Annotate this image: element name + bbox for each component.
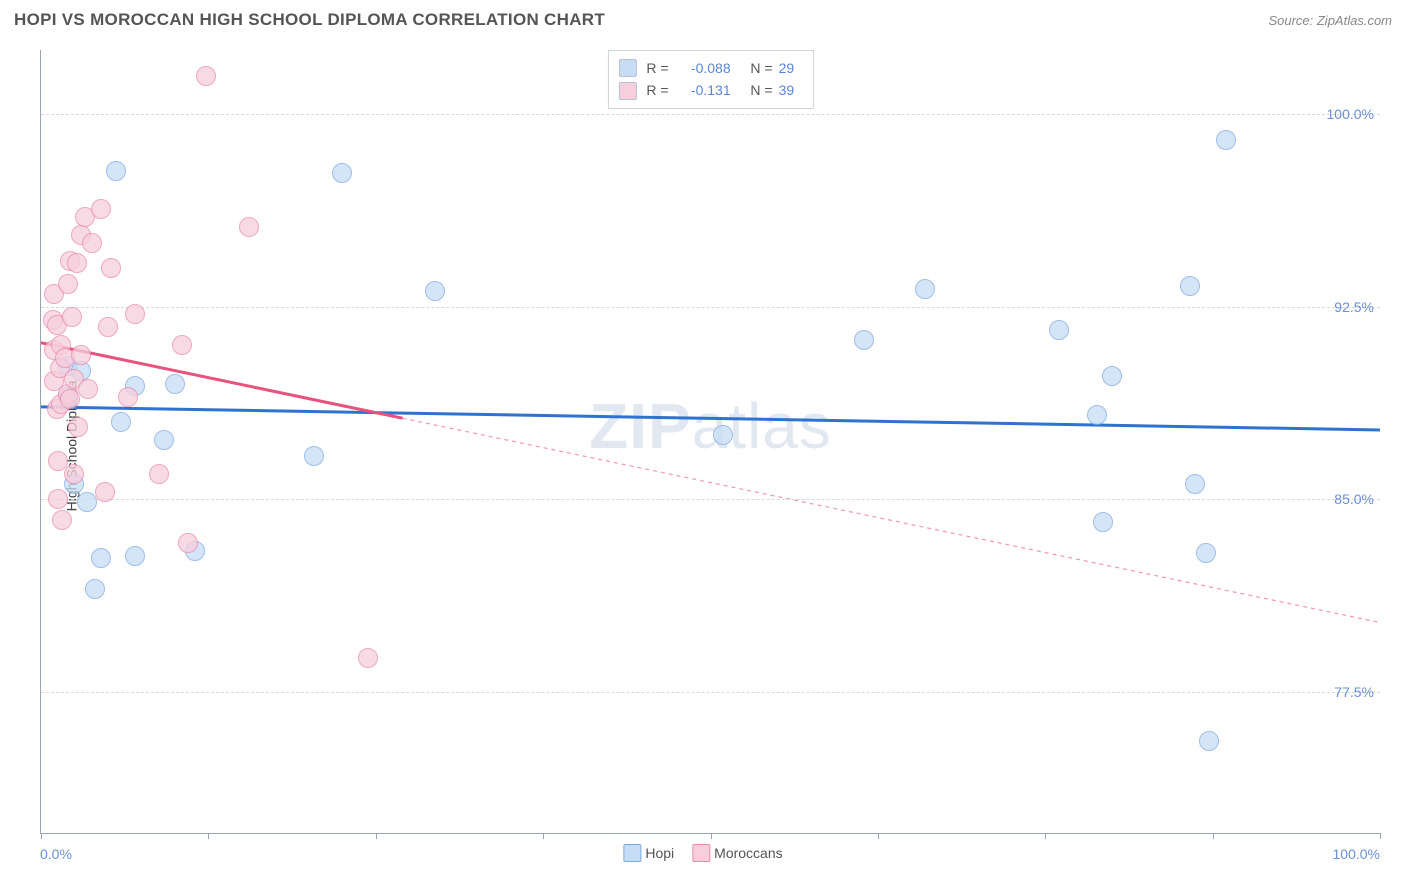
scatter-point: [48, 489, 68, 509]
scatter-point: [68, 417, 88, 437]
scatter-point: [58, 274, 78, 294]
scatter-point: [172, 335, 192, 355]
scatter-point: [1196, 543, 1216, 563]
scatter-point: [106, 161, 126, 181]
scatter-point: [358, 648, 378, 668]
scatter-point: [95, 482, 115, 502]
scatter-point: [1087, 405, 1107, 425]
series-legend: Hopi Moroccans: [623, 844, 782, 862]
y-tick-label: 85.0%: [1334, 491, 1374, 507]
scatter-point: [78, 379, 98, 399]
x-tick: [711, 833, 712, 839]
source-label: Source: ZipAtlas.com: [1268, 13, 1392, 28]
watermark: ZIPatlas: [589, 389, 832, 463]
grid-line: [41, 692, 1380, 693]
scatter-point: [52, 510, 72, 530]
legend-swatch: [618, 59, 636, 77]
scatter-point: [125, 546, 145, 566]
n-value: 29: [779, 57, 803, 79]
y-tick-label: 92.5%: [1334, 299, 1374, 315]
scatter-point: [125, 304, 145, 324]
plot-area: ZIPatlas R =-0.088 N =29R =-0.131 N =39 …: [40, 50, 1380, 834]
scatter-point: [82, 233, 102, 253]
n-label: N =: [750, 57, 772, 79]
scatter-point: [85, 579, 105, 599]
scatter-point: [154, 430, 174, 450]
scatter-point: [91, 199, 111, 219]
x-tick: [543, 833, 544, 839]
stats-legend-row: R = -0.088 N = 29: [618, 57, 802, 79]
scatter-point: [1199, 731, 1219, 751]
scatter-point: [332, 163, 352, 183]
x-tick: [208, 833, 209, 839]
grid-line: [41, 307, 1380, 308]
scatter-point: [1102, 366, 1122, 386]
scatter-point: [111, 412, 131, 432]
scatter-point: [854, 330, 874, 350]
y-tick-label: 100.0%: [1327, 106, 1374, 122]
chart-title: HOPI VS MOROCCAN HIGH SCHOOL DIPLOMA COR…: [14, 10, 605, 30]
scatter-point: [118, 387, 138, 407]
scatter-point: [1216, 130, 1236, 150]
scatter-point: [67, 253, 87, 273]
scatter-point: [196, 66, 216, 86]
scatter-point: [77, 492, 97, 512]
scatter-point: [91, 548, 111, 568]
scatter-point: [425, 281, 445, 301]
x-tick: [1045, 833, 1046, 839]
r-value: -0.131: [675, 79, 731, 101]
scatter-point: [71, 345, 91, 365]
n-value: 39: [779, 79, 803, 101]
scatter-point: [149, 464, 169, 484]
grid-line: [41, 499, 1380, 500]
trend-lines: [41, 50, 1380, 833]
legend-swatch: [618, 82, 636, 100]
x-tick: [41, 833, 42, 839]
n-label: N =: [750, 79, 772, 101]
grid-line: [41, 114, 1380, 115]
stats-legend-row: R = -0.131 N = 39: [618, 79, 802, 101]
x-axis-right-label: 100.0%: [1333, 846, 1380, 862]
title-bar: HOPI VS MOROCCAN HIGH SCHOOL DIPLOMA COR…: [0, 0, 1406, 36]
stats-legend: R = -0.088 N = 29 R = -0.131 N = 39: [607, 50, 813, 109]
scatter-point: [178, 533, 198, 553]
scatter-point: [165, 374, 185, 394]
x-tick: [878, 833, 879, 839]
r-value: -0.088: [675, 57, 731, 79]
scatter-point: [101, 258, 121, 278]
r-label: R =: [646, 79, 668, 101]
r-label: R =: [646, 57, 668, 79]
scatter-point: [1049, 320, 1069, 340]
legend-label: Moroccans: [714, 845, 782, 861]
scatter-point: [64, 464, 84, 484]
scatter-point: [239, 217, 259, 237]
x-tick: [376, 833, 377, 839]
x-axis-left-label: 0.0%: [40, 846, 72, 862]
scatter-point: [1180, 276, 1200, 296]
scatter-point: [713, 425, 733, 445]
x-tick: [1213, 833, 1214, 839]
y-tick-label: 77.5%: [1334, 684, 1374, 700]
scatter-point: [1093, 512, 1113, 532]
scatter-point: [1185, 474, 1205, 494]
scatter-point: [98, 317, 118, 337]
x-tick: [1380, 833, 1381, 839]
legend-label: Hopi: [645, 845, 674, 861]
legend-item: Hopi: [623, 844, 674, 862]
scatter-point: [915, 279, 935, 299]
scatter-point: [62, 307, 82, 327]
legend-swatch: [692, 844, 710, 862]
scatter-point: [304, 446, 324, 466]
legend-item: Moroccans: [692, 844, 782, 862]
legend-swatch: [623, 844, 641, 862]
